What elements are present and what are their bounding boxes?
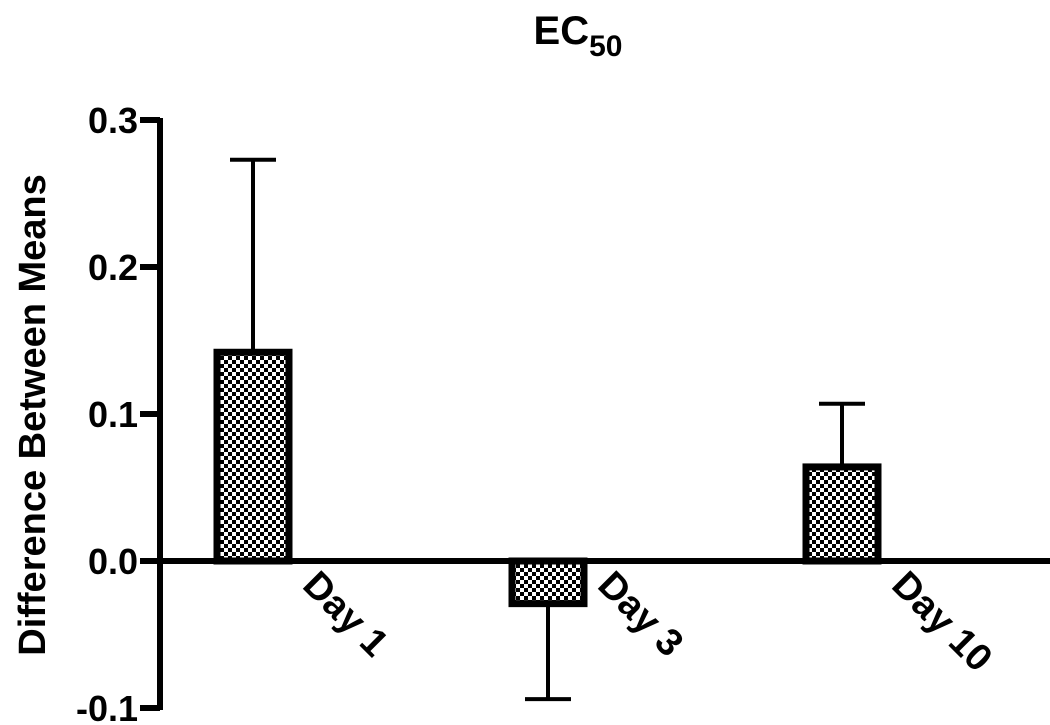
- bar: [213, 348, 293, 565]
- y-tick-label: 0.1: [88, 394, 138, 435]
- x-tick-label: Day 10: [884, 564, 1000, 680]
- y-tick-label: -0.1: [76, 688, 138, 725]
- bar: [802, 463, 882, 565]
- chart-title-subscript: 50: [589, 30, 622, 63]
- x-tick-label: Day 1: [295, 564, 396, 665]
- y-tick-label: 0.2: [88, 247, 138, 288]
- plot-area: -0.1 0.0 0.1 0.2 0.3 Day 1 Day 3 Day 10: [76, 100, 1050, 725]
- bar: [508, 557, 588, 608]
- x-tick-label: Day 3: [590, 564, 691, 665]
- y-tick-label: 0.0: [88, 541, 138, 582]
- chart-title-main: EC: [534, 9, 590, 53]
- y-tick-label: 0.3: [88, 100, 138, 141]
- y-axis-label: Difference Between Means: [12, 174, 54, 656]
- chart-title: EC50: [534, 9, 623, 63]
